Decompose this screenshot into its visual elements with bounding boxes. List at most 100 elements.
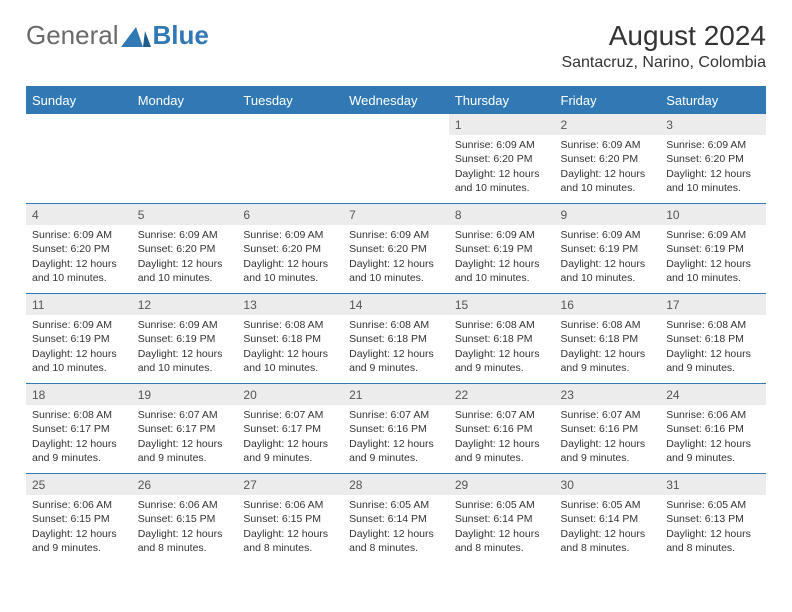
calendar-day-cell: 12Sunrise: 6:09 AMSunset: 6:19 PMDayligh… bbox=[132, 294, 238, 384]
sunrise-text: Sunrise: 6:07 AM bbox=[349, 408, 443, 422]
sunset-text: Sunset: 6:14 PM bbox=[455, 512, 549, 526]
daylight-text: Daylight: 12 hours and 10 minutes. bbox=[243, 347, 337, 375]
day-number: 6 bbox=[237, 204, 343, 225]
daylight-text: Daylight: 12 hours and 9 minutes. bbox=[666, 437, 760, 465]
daylight-text: Daylight: 12 hours and 10 minutes. bbox=[349, 257, 443, 285]
sunrise-text: Sunrise: 6:07 AM bbox=[561, 408, 655, 422]
day-number: 23 bbox=[555, 384, 661, 405]
day-number: 29 bbox=[449, 474, 555, 495]
day-number: 16 bbox=[555, 294, 661, 315]
day-number bbox=[26, 114, 132, 135]
calendar-week-row: 1Sunrise: 6:09 AMSunset: 6:20 PMDaylight… bbox=[26, 114, 766, 204]
calendar-day-cell: 1Sunrise: 6:09 AMSunset: 6:20 PMDaylight… bbox=[449, 114, 555, 204]
sunset-text: Sunset: 6:19 PM bbox=[455, 242, 549, 256]
sunrise-text: Sunrise: 6:06 AM bbox=[32, 498, 126, 512]
sunrise-text: Sunrise: 6:09 AM bbox=[455, 228, 549, 242]
logo-text-blue: Blue bbox=[153, 20, 209, 51]
sunset-text: Sunset: 6:17 PM bbox=[243, 422, 337, 436]
calendar-day-cell: 13Sunrise: 6:08 AMSunset: 6:18 PMDayligh… bbox=[237, 294, 343, 384]
sunset-text: Sunset: 6:16 PM bbox=[455, 422, 549, 436]
daylight-text: Daylight: 12 hours and 8 minutes. bbox=[666, 527, 760, 555]
daylight-text: Daylight: 12 hours and 10 minutes. bbox=[138, 347, 232, 375]
logo-text-general: General bbox=[26, 20, 119, 51]
sunset-text: Sunset: 6:20 PM bbox=[561, 152, 655, 166]
calendar-day-cell: 24Sunrise: 6:06 AMSunset: 6:16 PMDayligh… bbox=[660, 384, 766, 474]
sunrise-text: Sunrise: 6:06 AM bbox=[138, 498, 232, 512]
day-number: 3 bbox=[660, 114, 766, 135]
calendar-day-cell: 31Sunrise: 6:05 AMSunset: 6:13 PMDayligh… bbox=[660, 474, 766, 564]
sunset-text: Sunset: 6:16 PM bbox=[349, 422, 443, 436]
sunrise-text: Sunrise: 6:07 AM bbox=[138, 408, 232, 422]
month-title: August 2024 bbox=[561, 20, 766, 52]
day-number: 11 bbox=[26, 294, 132, 315]
daylight-text: Daylight: 12 hours and 9 minutes. bbox=[455, 347, 549, 375]
calendar-day-cell: 16Sunrise: 6:08 AMSunset: 6:18 PMDayligh… bbox=[555, 294, 661, 384]
sunset-text: Sunset: 6:18 PM bbox=[666, 332, 760, 346]
calendar-day-cell bbox=[237, 114, 343, 204]
sunset-text: Sunset: 6:16 PM bbox=[666, 422, 760, 436]
calendar-day-cell bbox=[26, 114, 132, 204]
sunrise-text: Sunrise: 6:09 AM bbox=[32, 318, 126, 332]
day-number: 24 bbox=[660, 384, 766, 405]
sunset-text: Sunset: 6:19 PM bbox=[561, 242, 655, 256]
day-number bbox=[237, 114, 343, 135]
day-number: 25 bbox=[26, 474, 132, 495]
daylight-text: Daylight: 12 hours and 10 minutes. bbox=[561, 257, 655, 285]
daylight-text: Daylight: 12 hours and 10 minutes. bbox=[455, 167, 549, 195]
calendar-week-row: 18Sunrise: 6:08 AMSunset: 6:17 PMDayligh… bbox=[26, 384, 766, 474]
calendar-day-cell: 17Sunrise: 6:08 AMSunset: 6:18 PMDayligh… bbox=[660, 294, 766, 384]
location-text: Santacruz, Narino, Colombia bbox=[561, 54, 766, 72]
sunset-text: Sunset: 6:19 PM bbox=[32, 332, 126, 346]
calendar-day-cell: 23Sunrise: 6:07 AMSunset: 6:16 PMDayligh… bbox=[555, 384, 661, 474]
day-number bbox=[132, 114, 238, 135]
day-number: 20 bbox=[237, 384, 343, 405]
sunrise-text: Sunrise: 6:05 AM bbox=[561, 498, 655, 512]
sunrise-text: Sunrise: 6:09 AM bbox=[666, 138, 760, 152]
day-number: 26 bbox=[132, 474, 238, 495]
daylight-text: Daylight: 12 hours and 9 minutes. bbox=[561, 437, 655, 465]
sunrise-text: Sunrise: 6:09 AM bbox=[138, 228, 232, 242]
calendar-day-cell: 19Sunrise: 6:07 AMSunset: 6:17 PMDayligh… bbox=[132, 384, 238, 474]
sunrise-text: Sunrise: 6:05 AM bbox=[455, 498, 549, 512]
day-number: 7 bbox=[343, 204, 449, 225]
sunset-text: Sunset: 6:15 PM bbox=[243, 512, 337, 526]
sunrise-text: Sunrise: 6:09 AM bbox=[455, 138, 549, 152]
sunset-text: Sunset: 6:17 PM bbox=[32, 422, 126, 436]
sunrise-text: Sunrise: 6:09 AM bbox=[561, 228, 655, 242]
logo: General Blue bbox=[26, 20, 209, 51]
daylight-text: Daylight: 12 hours and 10 minutes. bbox=[666, 257, 760, 285]
calendar-day-cell: 26Sunrise: 6:06 AMSunset: 6:15 PMDayligh… bbox=[132, 474, 238, 564]
sunrise-text: Sunrise: 6:08 AM bbox=[561, 318, 655, 332]
sunset-text: Sunset: 6:17 PM bbox=[138, 422, 232, 436]
calendar-day-cell bbox=[132, 114, 238, 204]
calendar-day-cell: 3Sunrise: 6:09 AMSunset: 6:20 PMDaylight… bbox=[660, 114, 766, 204]
weekday-header: Saturday bbox=[660, 87, 766, 114]
day-number: 30 bbox=[555, 474, 661, 495]
weekday-header: Friday bbox=[555, 87, 661, 114]
daylight-text: Daylight: 12 hours and 9 minutes. bbox=[32, 437, 126, 465]
day-number: 14 bbox=[343, 294, 449, 315]
sunset-text: Sunset: 6:18 PM bbox=[455, 332, 549, 346]
sunrise-text: Sunrise: 6:08 AM bbox=[349, 318, 443, 332]
calendar-day-cell: 2Sunrise: 6:09 AMSunset: 6:20 PMDaylight… bbox=[555, 114, 661, 204]
calendar-day-cell: 9 Sunrise: 6:09 AMSunset: 6:19 PMDaylight… bbox=[555, 204, 661, 294]
day-number: 22 bbox=[449, 384, 555, 405]
calendar-day-cell: 18Sunrise: 6:08 AMSunset: 6:17 PMDayligh… bbox=[26, 384, 132, 474]
daylight-text: Daylight: 12 hours and 9 minutes. bbox=[349, 347, 443, 375]
calendar-day-cell bbox=[343, 114, 449, 204]
day-number: 28 bbox=[343, 474, 449, 495]
calendar-day-cell: 14 Sunrise: 6:08 AMSunset: 6:18 PMDayligh… bbox=[343, 294, 449, 384]
sunset-text: Sunset: 6:18 PM bbox=[349, 332, 443, 346]
daylight-text: Daylight: 12 hours and 10 minutes. bbox=[561, 167, 655, 195]
day-number: 12 bbox=[132, 294, 238, 315]
sunset-text: Sunset: 6:19 PM bbox=[666, 242, 760, 256]
daylight-text: Daylight: 12 hours and 10 minutes. bbox=[32, 347, 126, 375]
weekday-header-row: Sunday Monday Tuesday Wednesday Thursday… bbox=[26, 87, 766, 114]
day-number: 9 bbox=[555, 204, 661, 225]
daylight-text: Daylight: 12 hours and 9 minutes. bbox=[32, 527, 126, 555]
sunset-text: Sunset: 6:20 PM bbox=[138, 242, 232, 256]
daylight-text: Daylight: 12 hours and 9 minutes. bbox=[455, 437, 549, 465]
sunrise-text: Sunrise: 6:08 AM bbox=[455, 318, 549, 332]
daylight-text: Daylight: 12 hours and 10 minutes. bbox=[138, 257, 232, 285]
calendar-day-cell: 15Sunrise: 6:08 AMSunset: 6:18 PMDayligh… bbox=[449, 294, 555, 384]
